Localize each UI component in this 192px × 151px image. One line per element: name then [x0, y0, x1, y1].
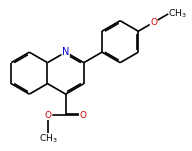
Text: CH$_3$: CH$_3$: [168, 8, 187, 20]
Text: CH$_3$: CH$_3$: [39, 133, 58, 145]
Text: O: O: [79, 111, 86, 120]
Text: O: O: [45, 111, 52, 120]
Text: O: O: [150, 18, 157, 27]
Text: N: N: [62, 47, 69, 57]
